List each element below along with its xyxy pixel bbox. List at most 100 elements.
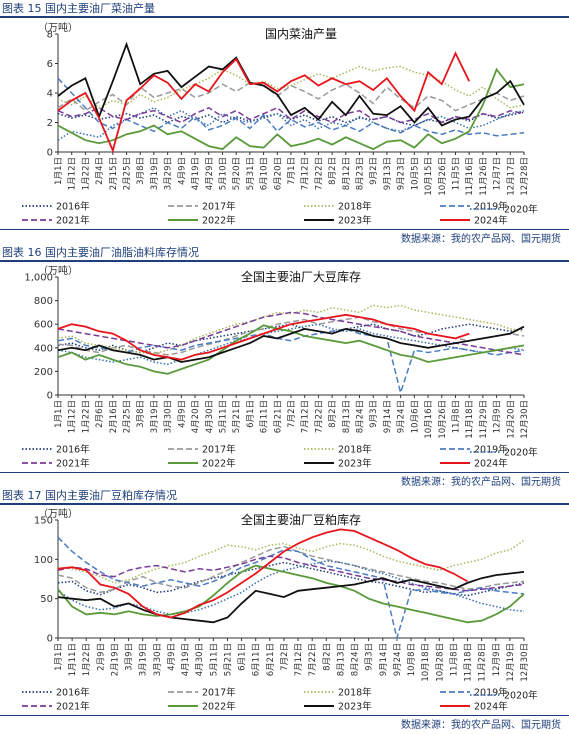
chart-rapeseed-oil-output: （万吨） 国内菜油产量 0 2 4 6 8 1月1日 1月12日 1月22日 2月4日 2月15日 2月… [22, 21, 538, 227]
x-tick-label: 5月31日 [246, 157, 256, 190]
x-tick-label: 11月28日 [478, 643, 488, 682]
x-tick-label: 1月12日 [68, 157, 78, 190]
figure-17-title: 图表 17 国内主要油厂豆粕库存情况 [0, 487, 569, 505]
x-tick-label: 10月26日 [438, 400, 448, 439]
x-tick-label: 11月5日 [451, 157, 461, 190]
y-unit-label: （万吨） [38, 507, 78, 520]
x-tick-label: 5月10日 [218, 157, 228, 190]
y-tick-label: 800 [34, 296, 53, 307]
y-tick-label: 100 [34, 555, 53, 566]
series-line-3 [57, 328, 525, 396]
series-line-5 [57, 106, 525, 124]
x-tick-label: 6月11日 [260, 400, 270, 433]
x-tick-label: 9月24日 [393, 643, 403, 676]
x-tick-label: 8月2日 [328, 400, 338, 428]
x-tick-label: 10月8日 [407, 643, 417, 676]
legend-item-3: 2019年 [440, 201, 508, 213]
x-tick-label: 11月16日 [465, 157, 475, 196]
y-unit-label: （万吨） [38, 21, 78, 34]
x-tick-label: 11月8日 [451, 400, 461, 433]
x-tick-label: 3月19日 [139, 643, 149, 676]
series-line-7 [57, 41, 525, 127]
x-tick-label: 8月2日 [328, 157, 338, 185]
x-tick-label: 7月12日 [301, 400, 311, 433]
x-tick-label: 10月6日 [410, 400, 420, 433]
series-line-2 [57, 304, 525, 355]
x-tick-label: 7月12日 [294, 643, 304, 676]
legend-label: 2016年 [56, 444, 90, 456]
legend-label: 2023年 [338, 701, 372, 713]
legend-item-7: 2023年 [304, 701, 372, 713]
series-line-3 [57, 536, 525, 641]
series-line-4 [57, 323, 525, 366]
x-tick-label: 11月29日 [479, 400, 489, 439]
chart-soybean-meal-inventory: （万吨） 全国主要油厂豆粕库存 0 50 100 150 1月1日 1月11日 1月22日 2月9… [22, 507, 538, 713]
legend-label: 2023年 [338, 458, 372, 470]
series-line-4 [57, 106, 525, 141]
x-tick-label: 7月22日 [308, 643, 318, 676]
x-tick-label: 4月20日 [191, 400, 201, 433]
x-tick-label: 1月22日 [81, 157, 91, 190]
series-line-4 [57, 560, 525, 616]
series-line-2 [57, 539, 525, 584]
x-tick-label: 10月18日 [421, 643, 431, 682]
source-note-3: 数据来源：我的农产品网、国元期货 [401, 720, 561, 731]
legend-item-8: 2024年 [440, 458, 508, 470]
legend-label: 2020年 [504, 204, 538, 216]
x-tick-label: 4月29日 [205, 157, 215, 190]
legend-item-2: 2018年 [304, 201, 372, 213]
legend-label: 2017年 [202, 201, 236, 213]
series-line-8 [57, 528, 468, 619]
legend-label: 2021年 [56, 215, 90, 227]
x-tick-label: 7月1日 [287, 157, 297, 185]
x-tick-label: 12月20日 [506, 400, 516, 439]
series-line-7 [57, 571, 525, 624]
x-tick-label: 9月23日 [397, 157, 407, 190]
legend-item-6: 2022年 [168, 701, 236, 713]
x-tick-label: 3月19日 [150, 400, 160, 433]
legend-label: 2018年 [338, 201, 372, 213]
x-tick-label: 1月11日 [68, 643, 78, 676]
x-tick-label: 2月15日 [109, 157, 119, 190]
legend-label: 2016年 [56, 201, 90, 213]
legend-item-3: 2019年 [440, 444, 508, 456]
x-tick-label: 8月13日 [336, 643, 346, 676]
legend-item-0: 2016年 [22, 201, 90, 213]
x-tick-label: 1月1日 [54, 157, 64, 185]
x-tick-label: 1月1日 [54, 400, 64, 428]
series-line-6 [57, 67, 525, 151]
legend-label: 2021年 [56, 458, 90, 470]
series-line-1 [57, 316, 525, 356]
y-tick-label: 0 [47, 391, 53, 402]
x-tick-label: 3月8日 [136, 157, 146, 185]
legend-label: 2018年 [338, 687, 372, 699]
x-tick-label: 7月22日 [314, 400, 324, 433]
x-tick-label: 9月24日 [397, 400, 407, 433]
x-tick-label: 11月18日 [464, 643, 474, 682]
x-tick-label: 5月21日 [232, 400, 242, 433]
x-tick-label: 11月8日 [449, 643, 459, 676]
legend-item-1: 2017年 [168, 687, 236, 699]
legend-item-5: 2021年 [22, 701, 90, 713]
x-tick-label: 8月23日 [356, 157, 366, 190]
x-tick-label: 2月25日 [123, 400, 133, 433]
series-line-0 [57, 323, 525, 354]
legend-label: 2018年 [338, 444, 372, 456]
legend-item-4: 2020年 [470, 447, 538, 459]
y-tick-label: 0 [47, 148, 53, 159]
legend-label: 2024年 [474, 458, 508, 470]
x-tick-label: 9月3日 [365, 643, 375, 671]
x-tick-label: 3月30日 [164, 400, 174, 433]
legend-item-5: 2021年 [22, 215, 90, 227]
x-tick-label: 2月19日 [110, 643, 120, 676]
legend-label: 2019年 [474, 687, 508, 699]
x-tick-label: 7月22日 [314, 157, 324, 190]
x-tick-label: 6月21日 [273, 400, 283, 433]
x-tick-label: 4月9日 [177, 400, 187, 428]
x-tick-label: 8月2日 [322, 643, 332, 671]
x-tick-label: 7月2日 [287, 400, 297, 428]
legend-item-2: 2018年 [304, 444, 372, 456]
x-tick-label: 8月13日 [342, 400, 352, 433]
x-tick-label: 12月30日 [520, 643, 530, 682]
x-tick-label: 9月2日 [369, 157, 379, 185]
